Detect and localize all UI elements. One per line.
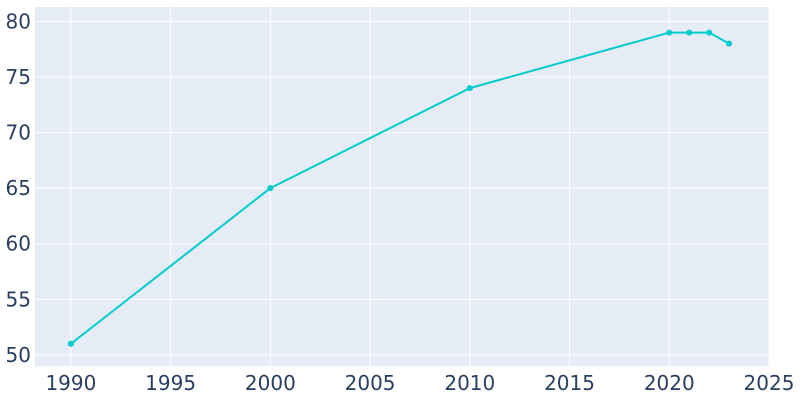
y-axis-ticks: 50 55 60 65 70 75 80 xyxy=(6,9,31,366)
x-tick-label: 2020 xyxy=(644,371,695,395)
y-tick-label: 70 xyxy=(6,121,31,145)
x-tick-label: 1995 xyxy=(145,371,196,395)
x-tick-label: 2000 xyxy=(245,371,296,395)
data-point xyxy=(466,85,473,92)
data-point xyxy=(726,40,733,47)
data-point xyxy=(706,29,713,36)
data-point xyxy=(686,29,693,36)
data-point xyxy=(267,185,274,192)
y-tick-label: 75 xyxy=(6,65,31,89)
x-axis-ticks: 1990 1995 2000 2005 2010 2015 2020 2025 xyxy=(45,371,794,395)
x-tick-label: 2010 xyxy=(444,371,495,395)
x-tick-label: 1990 xyxy=(45,371,96,395)
y-tick-label: 80 xyxy=(6,9,31,33)
data-point xyxy=(666,29,673,36)
gridlines xyxy=(35,7,770,366)
data-point xyxy=(67,340,74,347)
y-tick-label: 65 xyxy=(6,176,31,200)
plot-area xyxy=(35,7,769,366)
x-tick-label: 2015 xyxy=(544,371,595,395)
x-tick-label: 2025 xyxy=(744,371,795,395)
y-tick-label: 60 xyxy=(6,232,31,256)
x-tick-label: 2005 xyxy=(345,371,396,395)
y-tick-label: 50 xyxy=(6,343,31,367)
y-tick-label: 55 xyxy=(6,287,31,311)
series-layer xyxy=(67,29,733,347)
